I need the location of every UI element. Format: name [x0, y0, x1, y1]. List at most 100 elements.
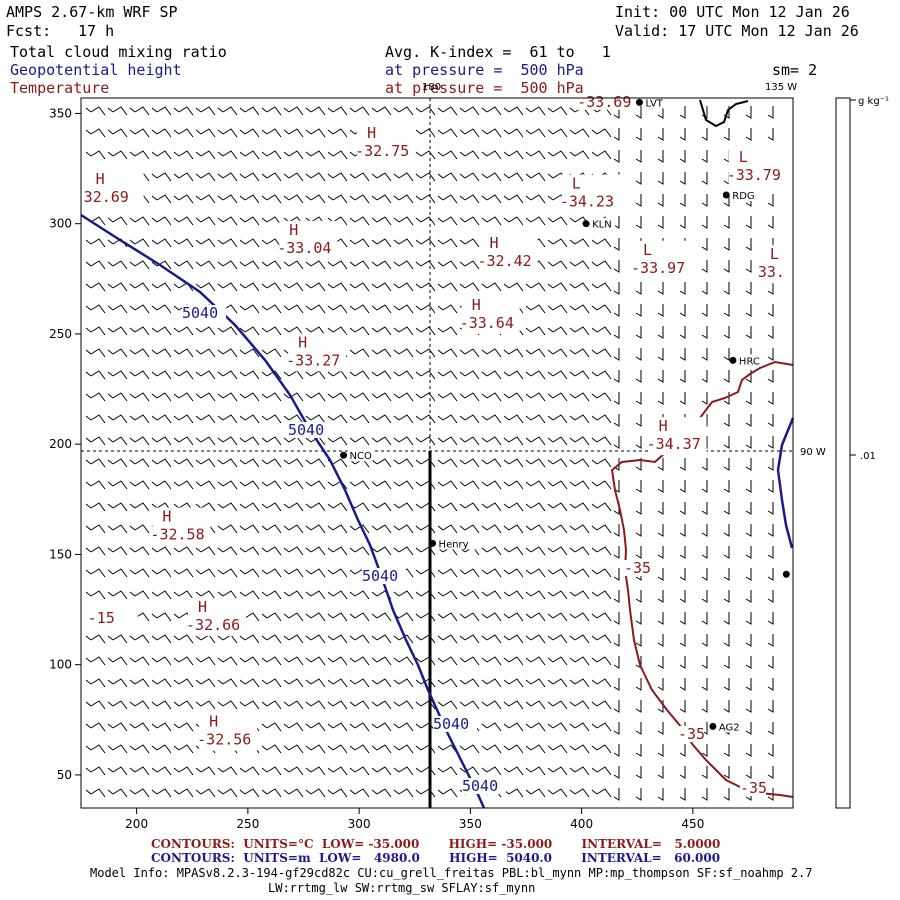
wind-barb	[569, 744, 590, 754]
wind-barb	[547, 568, 568, 578]
wind-barb	[327, 546, 348, 556]
wind-barb	[525, 150, 546, 160]
wind-barb	[85, 282, 106, 292]
x-tick-label: 450	[681, 817, 704, 831]
wind-barb	[85, 546, 106, 556]
wind-barb	[679, 480, 686, 493]
wind-barb	[723, 700, 730, 713]
wind-barb	[173, 260, 194, 270]
wind-barb	[679, 700, 686, 713]
wind-barb	[129, 436, 150, 446]
wind-barb	[261, 392, 282, 402]
wind-barb	[371, 194, 392, 204]
wind-barb	[393, 524, 414, 534]
wind-barb	[635, 106, 642, 119]
wind-barb	[349, 678, 370, 688]
wind-barb	[415, 568, 436, 578]
wind-barb	[679, 370, 686, 383]
wind-barb	[195, 546, 216, 556]
wind-barb	[415, 370, 436, 380]
lon-90w-label: 90 W	[800, 447, 826, 458]
wind-barbs	[85, 106, 774, 801]
wind-barb	[393, 216, 414, 226]
wind-barb	[85, 590, 106, 600]
wind-barb	[745, 700, 752, 713]
wind-barb	[613, 260, 620, 273]
wind-barb	[459, 436, 480, 446]
wind-barb	[85, 370, 106, 380]
wind-barb	[393, 722, 414, 732]
wind-barb	[437, 282, 458, 292]
wind-barb	[613, 128, 620, 141]
wind-barb	[129, 238, 150, 248]
wind-barb	[723, 128, 730, 141]
wind-barb	[591, 546, 612, 556]
wind-barb	[547, 392, 568, 402]
wind-barb	[547, 744, 568, 754]
wind-barb	[217, 150, 238, 160]
temp-label: -35	[624, 559, 651, 577]
wind-barb	[349, 392, 370, 402]
wind-barb	[239, 304, 260, 314]
wind-barb	[239, 172, 260, 182]
wind-barb	[327, 568, 348, 578]
wind-barb	[569, 634, 590, 644]
wind-barb	[371, 392, 392, 402]
wind-barb	[745, 524, 752, 537]
wind-barb	[679, 150, 686, 163]
pressure-center-type: H	[659, 417, 668, 435]
wind-barb	[679, 788, 686, 801]
wind-barb	[195, 700, 216, 710]
wind-barb	[151, 348, 172, 358]
wind-barb	[173, 656, 194, 666]
wind-barb	[591, 304, 612, 314]
wind-barb	[173, 678, 194, 688]
x-tick-label: 300	[348, 817, 371, 831]
wind-barb	[305, 106, 326, 116]
wind-barb	[261, 700, 282, 710]
pressure-level-height: at pressure = 500 hPa	[385, 61, 584, 79]
wind-barb	[349, 524, 370, 534]
wind-barb	[239, 656, 260, 666]
wind-barb	[261, 150, 282, 160]
wind-barb	[261, 744, 282, 754]
wind-barb	[635, 348, 642, 361]
wind-barb	[371, 744, 392, 754]
wind-barb	[349, 436, 370, 446]
wind-barb	[239, 788, 260, 798]
wind-barb	[657, 128, 664, 141]
wind-barb	[349, 238, 370, 248]
wind-barb	[723, 304, 730, 317]
wind-barb	[569, 656, 590, 666]
station-label: HRC	[739, 356, 760, 367]
wind-barb	[701, 546, 708, 559]
wind-barb	[525, 722, 546, 732]
wind-barb	[107, 326, 128, 336]
wind-barb	[217, 678, 238, 688]
wind-barb	[239, 458, 260, 468]
wind-barb	[129, 370, 150, 380]
wind-barb	[481, 172, 502, 182]
wind-barb	[613, 788, 620, 801]
wind-barb	[195, 128, 216, 138]
wind-barb	[657, 656, 664, 669]
wind-barb	[767, 282, 774, 295]
wind-barb	[591, 524, 612, 534]
wind-barb	[569, 458, 590, 468]
wind-barb	[459, 700, 480, 710]
wind-barb	[305, 326, 326, 336]
wind-barb	[459, 524, 480, 534]
wind-barb	[767, 216, 774, 229]
wind-barb	[503, 568, 524, 578]
station-label: NCO	[350, 451, 372, 462]
wind-barb	[283, 150, 304, 160]
wind-barb	[569, 700, 590, 710]
wind-barb	[613, 524, 620, 537]
wind-barb	[657, 744, 664, 757]
wind-barb	[459, 502, 480, 512]
partial-value-label: -15	[88, 609, 115, 627]
wind-barb	[525, 458, 546, 468]
wind-barb	[723, 766, 730, 779]
pressure-center-value: -32.56	[197, 731, 251, 749]
wind-barb	[745, 238, 752, 251]
